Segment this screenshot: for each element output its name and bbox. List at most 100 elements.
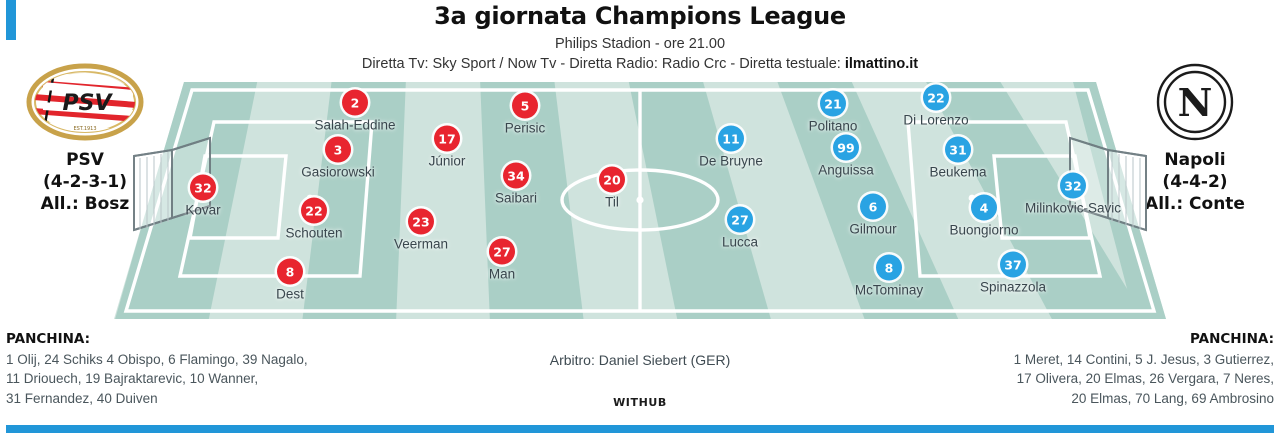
player-number: 27 [727,206,753,233]
player-marker[interactable]: 3 Gasiorowski [268,136,408,180]
player-name: Man [488,266,516,282]
bench-line: 31 Fernandez, 40 Duiven [6,390,158,406]
header: 3a giornata Champions League Philips Sta… [240,2,1040,72]
player-number: 6 [860,193,886,220]
player-number: 32 [190,174,216,201]
home-team-name: PSV [66,150,104,170]
player-marker[interactable]: 32 Milinkovic-Savic [1003,172,1143,216]
player-name: Di Lorenzo [903,112,969,128]
player-name: Anguissa [818,162,874,178]
away-bench-title: PANCHINA: [1189,331,1274,347]
player-marker[interactable]: 17 Júnior [377,125,517,169]
home-team-formation: (4-2-3-1) [42,171,128,192]
player-name: Milinkovic-Savic [1024,200,1122,216]
player-number: 23 [408,208,434,235]
accent-bar-bottom [6,425,1274,433]
player-number: 31 [945,136,971,163]
player-marker[interactable]: 22 Di Lorenzo [866,84,1006,128]
player-marker[interactable]: 20 Til [542,166,682,210]
home-team-panel: PSV EST.1913 PSV (4-2-3-1) All.: Bosz [0,60,170,215]
player-number: 8 [277,258,303,285]
player-name: Politano [808,118,858,134]
away-bench-lines: 1 Meret, 14 Contini, 5 J. Jesus, 3 Gutie… [814,350,1274,409]
player-marker[interactable]: 22 Schouten [244,197,384,241]
svg-text:N: N [1178,80,1213,125]
svg-text:PSV: PSV [63,91,114,116]
player-marker[interactable]: 37 Spinazzola [943,251,1083,295]
player-name: Saibari [494,190,538,206]
player-marker[interactable]: 21 Politano [763,90,903,134]
accent-bar-top [6,0,16,40]
player-marker[interactable]: 27 Man [432,238,572,282]
player-number: 3 [325,136,351,163]
player-number: 2 [342,89,368,116]
goal-left-net [139,152,169,229]
referee-info: Arbitro: Daniel Siebert (GER) [549,352,731,368]
player-number: 8 [876,254,902,281]
player-name: Lucca [721,234,759,250]
goal-right [1069,136,1147,232]
broadcast-info: Diretta Tv: Sky Sport / Now Tv - Diretta… [240,56,1040,72]
away-team-name: Napoli [1164,150,1226,170]
venue-time: Philips Stadion - ore 21.00 [554,36,726,52]
player-number: 20 [599,166,625,193]
player-number: 99 [833,134,859,161]
broadcast-site-link[interactable]: ilmattino.it [844,56,919,72]
away-bench: PANCHINA: 1 Meret, 14 Contini, 5 J. Jesu… [814,330,1274,408]
home-bench-title: PANCHINA: [6,331,91,347]
player-number: 17 [434,125,460,152]
napoli-crest-icon: N [1110,60,1280,144]
bench-line: 1 Olij, 24 Schiks 4 Obispo, 6 Flamingo, … [6,351,308,367]
player-marker[interactable]: 2 Salah-Eddine [285,89,425,133]
player-marker[interactable]: 6 Gilmour [803,193,943,237]
match-title: 3a giornata Champions League [434,2,846,30]
withub-brand: WITHUB [613,396,667,409]
home-bench: PANCHINA: 1 Olij, 24 Schiks 4 Obispo, 6 … [6,330,466,408]
bench-line: 1 Meret, 14 Contini, 5 J. Jesus, 3 Gutie… [1013,351,1274,367]
player-marker[interactable]: 34 Saibari [446,162,586,206]
player-number: 21 [820,90,846,117]
player-number: 27 [489,238,515,265]
bench-line: 20 Elmas, 70 Lang, 69 Ambrosino [1071,390,1274,406]
player-marker[interactable]: 8 McTominay [819,254,959,298]
player-name: Dest [276,286,304,302]
player-number: 34 [503,162,529,189]
away-team-panel: N Napoli (4-4-2) All.: Conte [1110,60,1280,215]
player-marker[interactable]: 11 De Bruyne [661,125,801,169]
player-marker[interactable]: 31 Beukema [888,136,1028,180]
player-marker[interactable]: 32 Kovar [133,174,273,218]
player-number: 22 [301,197,327,224]
bench-line: 11 Driouech, 19 Bajraktarevic, 10 Wanner… [6,371,259,387]
bench-line: 17 Olivera, 20 Elmas, 26 Vergara, 7 Nere… [1016,371,1274,387]
player-name: Júnior [428,153,466,169]
player-name: Spinazzola [979,279,1047,295]
player-name: Beukema [929,164,987,180]
player-marker[interactable]: 4 Buongiorno [914,194,1054,238]
psv-crest-icon: PSV EST.1913 [0,60,170,144]
player-name: Schouten [285,225,343,241]
player-marker[interactable]: 23 Veerman [351,208,491,252]
home-team-coach: All.: Bosz [40,193,130,214]
player-number: 32 [1060,172,1086,199]
home-bench-lines: 1 Olij, 24 Schiks 4 Obispo, 6 Flamingo, … [6,350,466,409]
away-team-formation: (4-4-2) [1162,171,1228,192]
player-marker[interactable]: 99 Anguissa [776,134,916,178]
player-name: Til [605,194,619,210]
player-name: Buongiorno [949,222,1019,238]
player-number: 11 [718,125,744,152]
pitch-markings [123,88,1157,313]
player-marker[interactable]: 27 Lucca [670,206,810,250]
player-name: Veerman [393,236,449,252]
player-marker[interactable]: 5 Perisic [455,92,595,136]
player-name: Perisic [504,120,546,136]
pitch-svg [114,82,1166,319]
player-name: Gasiorowski [301,164,375,180]
player-number: 22 [923,84,949,111]
player-name: Salah-Eddine [314,117,396,133]
player-marker[interactable]: 8 Dest [220,258,360,302]
svg-text:EST.1913: EST.1913 [73,126,96,132]
broadcast-prefix: Diretta Tv: Sky Sport / Now Tv - Diretta… [361,56,845,72]
goal-right-net [1111,152,1141,229]
player-number: 37 [1000,251,1026,278]
